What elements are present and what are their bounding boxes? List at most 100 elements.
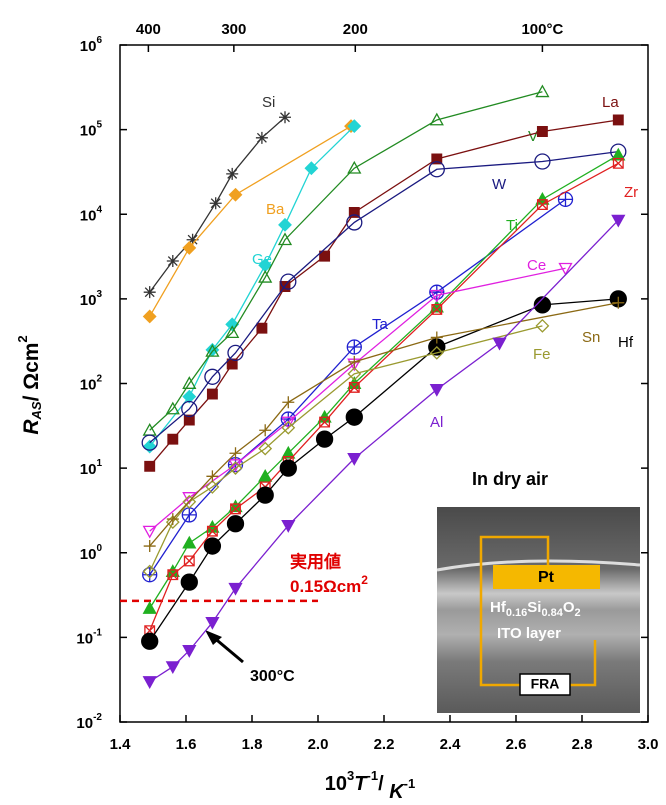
point bbox=[142, 309, 157, 324]
inset-label: FRA bbox=[531, 676, 560, 692]
x2-tick-label: 200 bbox=[343, 21, 368, 38]
y-tick-exponent: 5 bbox=[96, 119, 102, 130]
x-axis-label-part: K bbox=[389, 781, 405, 803]
point bbox=[279, 111, 291, 124]
x-axis-label-part: T bbox=[354, 773, 368, 795]
reference-label: 実用値 bbox=[290, 551, 341, 571]
series-label: Al bbox=[430, 414, 443, 431]
series-line bbox=[149, 325, 543, 572]
reference-value-base: 0.15Ωcm bbox=[290, 577, 361, 596]
point bbox=[279, 459, 297, 477]
point bbox=[319, 416, 331, 428]
x-tick-label: 1.6 bbox=[176, 736, 197, 753]
point bbox=[536, 126, 548, 137]
wire bbox=[479, 535, 597, 687]
x-tick-label: 2.6 bbox=[506, 736, 527, 753]
point bbox=[255, 131, 268, 144]
point bbox=[535, 318, 550, 333]
fra-box bbox=[519, 673, 571, 696]
point bbox=[183, 414, 195, 426]
point bbox=[182, 389, 197, 404]
y-tick-exponent: -1 bbox=[93, 627, 102, 638]
formula-part: 0.16 bbox=[506, 607, 527, 619]
x-axis-label-part: -1 bbox=[367, 768, 379, 783]
point bbox=[258, 468, 273, 482]
point bbox=[142, 525, 157, 539]
y-tick-base: 10 bbox=[80, 461, 97, 478]
series-line bbox=[149, 150, 619, 444]
point bbox=[304, 161, 319, 176]
point bbox=[348, 381, 360, 393]
point bbox=[228, 582, 243, 596]
y-tick-exponent: -2 bbox=[93, 712, 102, 723]
point bbox=[142, 439, 157, 454]
point bbox=[345, 408, 363, 426]
point bbox=[281, 520, 296, 533]
y-tick-label: 10-2 bbox=[76, 712, 102, 732]
point bbox=[167, 433, 179, 445]
inset-label: Hf0.16Si0.84O2 bbox=[490, 599, 581, 619]
reference-value: 0.15Ωcm2 bbox=[290, 573, 368, 596]
y-tick-base: 10 bbox=[80, 292, 97, 309]
point bbox=[315, 430, 334, 448]
y-tick-base: 10 bbox=[80, 376, 97, 393]
y-tick-exponent: 3 bbox=[96, 289, 102, 300]
point bbox=[142, 676, 157, 689]
y-tick-label: 104 bbox=[80, 204, 103, 224]
point bbox=[282, 396, 295, 409]
x-axis-label-part: 10 bbox=[325, 773, 347, 795]
point bbox=[612, 114, 624, 126]
point bbox=[612, 157, 624, 169]
point bbox=[281, 445, 296, 459]
arrow-head bbox=[205, 630, 222, 645]
point bbox=[205, 617, 220, 630]
point bbox=[347, 366, 362, 381]
point bbox=[347, 119, 362, 134]
point bbox=[143, 286, 156, 299]
formula-part: Hf bbox=[490, 599, 507, 616]
y-axis-label-part: 2 bbox=[15, 335, 30, 342]
point bbox=[278, 217, 292, 232]
x-tick-label: 2.2 bbox=[374, 736, 395, 753]
series-label: Ba bbox=[266, 201, 285, 218]
point bbox=[319, 250, 331, 262]
point bbox=[228, 461, 243, 476]
series-label: Sn bbox=[582, 329, 600, 346]
y-axis-label-part: / Ωcm bbox=[20, 343, 43, 402]
point bbox=[227, 344, 244, 361]
y-tick-label: 106 bbox=[80, 35, 103, 55]
x-axis-label-part: 3 bbox=[347, 768, 354, 783]
point bbox=[226, 515, 245, 533]
series-label: V bbox=[528, 128, 538, 145]
point bbox=[347, 453, 362, 466]
point bbox=[612, 296, 625, 309]
point bbox=[143, 540, 156, 553]
series-label: Ge bbox=[252, 251, 272, 268]
point bbox=[182, 645, 197, 658]
film-edge bbox=[436, 559, 641, 572]
x-axis-label-part: / bbox=[378, 773, 389, 795]
point bbox=[428, 161, 445, 178]
series-line bbox=[149, 91, 543, 431]
y-tick-label: 10-1 bbox=[76, 627, 102, 647]
series-label: W bbox=[492, 176, 507, 193]
point bbox=[206, 470, 219, 483]
point bbox=[206, 388, 218, 400]
point bbox=[230, 503, 241, 515]
point bbox=[165, 661, 180, 675]
point bbox=[182, 494, 197, 509]
point bbox=[181, 507, 197, 523]
point bbox=[225, 317, 240, 332]
formula-part: 2 bbox=[575, 607, 581, 619]
x-tick-label: 2.8 bbox=[572, 736, 593, 753]
point bbox=[256, 322, 268, 334]
point bbox=[144, 460, 156, 472]
y-tick-exponent: 6 bbox=[96, 35, 102, 46]
y-tick-label: 103 bbox=[80, 289, 103, 309]
point bbox=[258, 441, 273, 456]
point bbox=[281, 420, 296, 435]
y-tick-base: 10 bbox=[80, 546, 97, 563]
y-tick-label: 102 bbox=[80, 373, 103, 393]
point bbox=[226, 358, 238, 370]
